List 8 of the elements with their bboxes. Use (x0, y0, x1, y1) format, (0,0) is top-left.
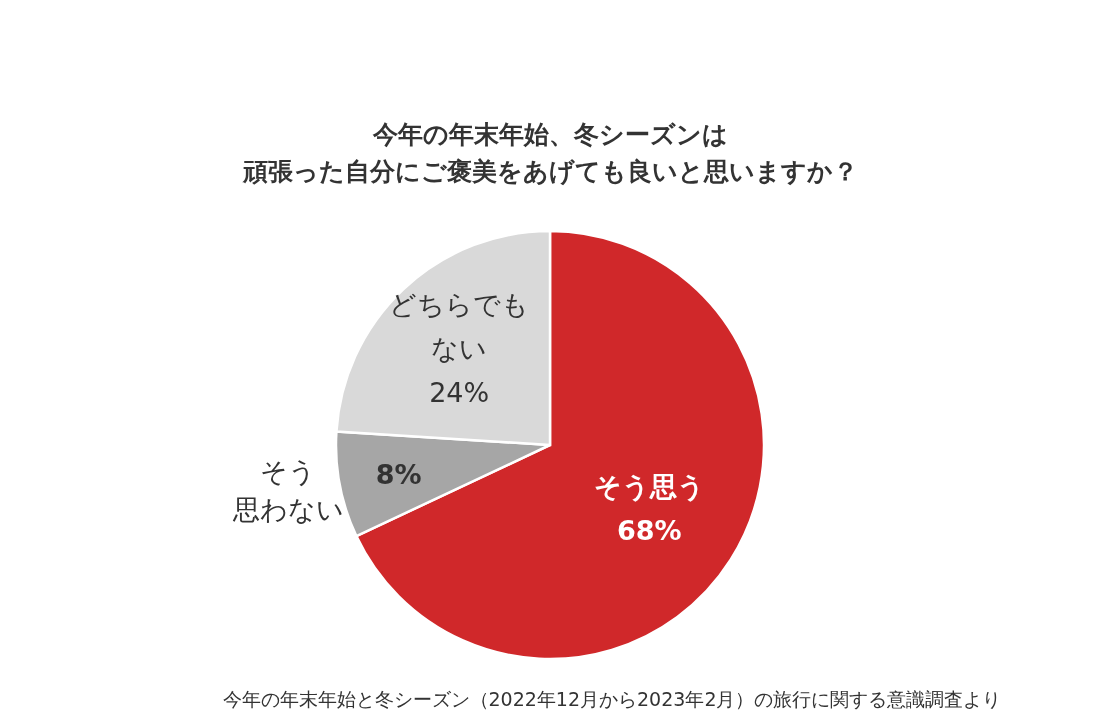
text: 今年の年末年始と冬シーズン（2022年12月から2023年2月）の旅行に関する意識調査より (222, 688, 1002, 710)
slice-label: そう思う (593, 471, 705, 503)
data-label: 68% (617, 515, 682, 547)
chart-title: 今年の年末年始、冬シーズンは頑張った自分にご褒美をあげても良いと思いますか？ (241, 120, 858, 186)
data-label: 24% (429, 377, 490, 409)
slice-label: そう思わない (231, 456, 344, 526)
slice-label: どちらでもない (389, 289, 530, 365)
data-label: 8% (375, 458, 422, 490)
